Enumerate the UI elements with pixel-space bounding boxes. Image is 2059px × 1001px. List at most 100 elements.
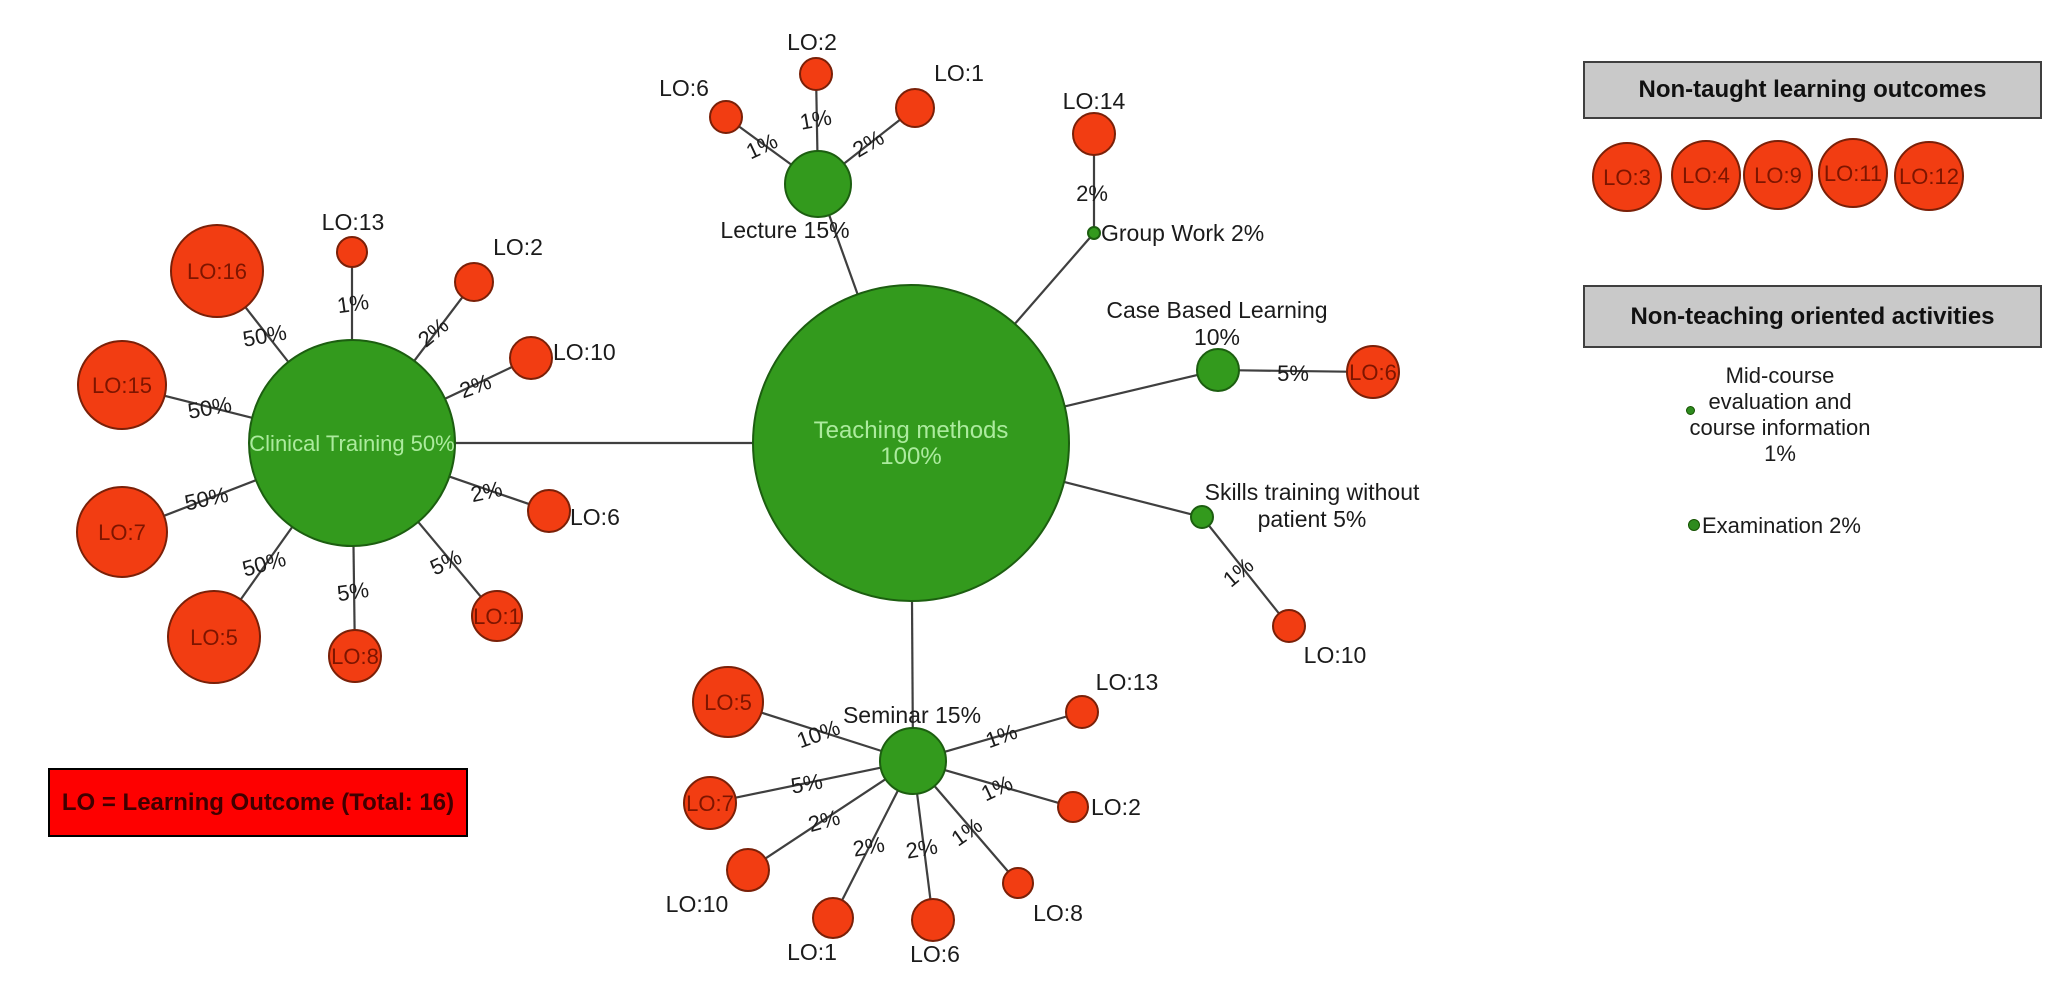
node-m13-outcome <box>1065 695 1099 729</box>
node-clinical-hub <box>248 339 456 547</box>
node-label-l6: LO:6 <box>659 75 709 101</box>
edge-percent-seminar-m13: 1% <box>982 719 1020 753</box>
node-c1-outcome <box>471 590 523 642</box>
examination-bullet-dot-icon <box>1688 519 1700 531</box>
node-label-teaching: Teaching methods <box>814 417 1009 444</box>
node-label-p3: LO:3 <box>1603 165 1651 190</box>
edge-percent-seminar-m10: 2% <box>805 805 842 837</box>
node-p3-outcome <box>1592 142 1662 212</box>
edge-cbl-cb6 <box>1238 369 1348 373</box>
edge-seminar-m8 <box>933 785 1010 873</box>
node-label-cb6: LO:6 <box>1349 360 1397 385</box>
node-label-c5: LO:5 <box>190 625 238 650</box>
edge-percent-seminar-m1: 2% <box>851 832 887 862</box>
node-label-clinical: Clinical Training 50% <box>249 431 454 456</box>
node-c10-outcome <box>509 336 553 380</box>
edge-seminar-m5 <box>760 711 882 753</box>
edge-seminar-m13 <box>944 715 1067 753</box>
node-l2-outcome <box>799 57 833 91</box>
node-cbl-hub <box>1196 348 1240 392</box>
node-c5-outcome <box>167 590 261 684</box>
edge-clinical-c16 <box>244 306 290 363</box>
edge-seminar-m6 <box>916 793 932 900</box>
edge-percent-seminar-m2: 1% <box>977 770 1016 806</box>
edge-teaching-lecture <box>828 214 859 295</box>
node-label-c1: LO:1 <box>473 604 521 629</box>
node-label-m10: LO:10 <box>666 891 729 917</box>
edge-percent-skills-s10: 1% <box>1218 552 1258 592</box>
node-m6-outcome <box>911 898 955 942</box>
edge-teaching-cbl <box>1064 373 1198 408</box>
edge-clinical-c1 <box>417 521 482 598</box>
node-label-skills: patient 5% <box>1258 506 1367 532</box>
node-label-cbl: 10% <box>1194 324 1240 350</box>
node-label-seminar: Seminar 15% <box>843 702 981 728</box>
node-l6-outcome <box>709 100 743 134</box>
node-label-c8: LO:8 <box>331 644 379 669</box>
edge-percent-cbl-cb6: 5% <box>1277 361 1309 386</box>
edge-percent-groupwork-g14: 2% <box>1076 181 1108 206</box>
midcourse-line-4: 1% <box>1764 441 1796 466</box>
midcourse-line-3: course information <box>1689 415 1871 440</box>
edge-percent-clinical-c5: 50% <box>240 546 289 582</box>
node-label-c10: LO:10 <box>553 339 616 365</box>
edge-percent-seminar-m5: 10% <box>793 715 843 754</box>
edge-percent-clinical-c16: 50% <box>241 319 289 351</box>
node-label-c2: LO:2 <box>493 234 543 260</box>
edge-percent-seminar-m7: 5% <box>789 769 825 799</box>
node-c13-outcome <box>336 236 368 268</box>
edge-percent-clinical-c8: 5% <box>335 577 370 606</box>
edge-teaching-seminar <box>910 600 914 729</box>
node-label-p4: LO:4 <box>1682 163 1730 188</box>
edge-clinical-c7 <box>163 479 257 517</box>
examination-label: Examination 2% <box>1702 513 1861 538</box>
edge-teaching-skills <box>1063 480 1192 516</box>
edge-teaching-groupwork <box>1013 236 1091 325</box>
edge-percent-clinical-c10: 2% <box>456 369 494 403</box>
node-label-teaching: 100% <box>880 443 941 470</box>
node-s10-outcome <box>1272 609 1306 643</box>
edge-percent-seminar-m8: 1% <box>947 812 987 851</box>
edge-seminar-m7 <box>735 766 881 799</box>
node-c6-outcome <box>527 489 571 533</box>
edge-seminar-m2 <box>944 769 1059 804</box>
node-c2-outcome <box>454 262 494 302</box>
node-c15-outcome <box>77 340 167 430</box>
node-label-groupwork: Group Work 2% <box>1101 220 1264 246</box>
midcourse-line-1: Mid-course <box>1725 363 1835 388</box>
node-teaching-hub <box>752 284 1070 602</box>
node-cb6-outcome <box>1346 345 1400 399</box>
edge-lecture-l1 <box>843 118 901 165</box>
node-label-m7: LO:7 <box>686 791 734 816</box>
node-label-skills: Skills training without <box>1205 479 1420 505</box>
edge-seminar-m1 <box>841 789 899 901</box>
node-c7-outcome <box>76 486 168 578</box>
node-label-s10: LO:10 <box>1304 642 1367 668</box>
edge-seminar-m10 <box>764 778 887 860</box>
node-label-c16: LO:16 <box>187 259 247 284</box>
node-groupwork-hub <box>1087 226 1101 240</box>
node-label-m5: LO:5 <box>704 690 752 715</box>
node-m1-outcome <box>812 897 854 939</box>
node-m8-outcome <box>1002 867 1034 899</box>
node-m10-outcome <box>726 848 770 892</box>
edge-clinical-c5 <box>239 526 294 601</box>
edge-skills-s10 <box>1208 524 1280 615</box>
edge-clinical-c2 <box>413 296 464 362</box>
node-label-c15: LO:15 <box>92 373 152 398</box>
lo-abbreviation-legend: LO = Learning Outcome (Total: 16) <box>48 768 468 837</box>
edge-lecture-l2 <box>815 89 819 152</box>
edge-clinical-c15 <box>164 394 253 419</box>
node-label-l1: LO:1 <box>934 60 984 86</box>
node-label-m2: LO:2 <box>1091 794 1141 820</box>
node-label-m13: LO:13 <box>1096 669 1159 695</box>
node-p12-outcome <box>1894 141 1964 211</box>
midcourse-bullet-dot-icon <box>1686 406 1695 415</box>
node-label-l2: LO:2 <box>787 29 837 55</box>
node-p4-outcome <box>1671 140 1741 210</box>
node-m5-outcome <box>692 666 764 738</box>
node-label-m8: LO:8 <box>1033 900 1083 926</box>
edge-percent-clinical-c6: 2% <box>468 476 504 507</box>
